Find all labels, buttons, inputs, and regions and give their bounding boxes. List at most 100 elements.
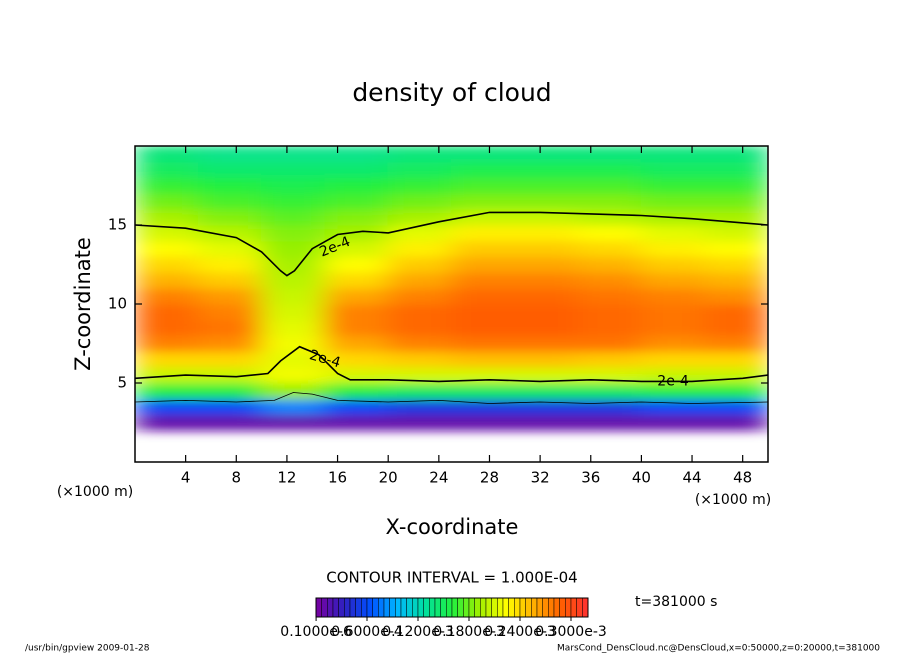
colorbar-band	[429, 597, 436, 618]
field-cell	[514, 319, 579, 337]
x-axis-label: X-coordinate	[386, 515, 519, 539]
field-cell	[197, 303, 263, 321]
field-cell	[387, 208, 452, 226]
field-cell	[704, 382, 768, 400]
field-cell	[387, 192, 452, 210]
field-cell	[324, 414, 389, 431]
field-cell	[261, 192, 326, 210]
field-cell	[451, 335, 516, 352]
field-cell	[135, 366, 199, 384]
x-tick-label: 16	[328, 469, 347, 487]
field-cell	[640, 366, 706, 384]
field-cell	[704, 224, 768, 242]
field-cell	[640, 398, 706, 416]
field-cell	[197, 208, 263, 226]
field-cell	[261, 146, 326, 163]
field-cell	[514, 240, 579, 258]
field-cell	[324, 146, 389, 163]
field-cell	[704, 240, 768, 258]
contours	[135, 211, 768, 404]
field-cell	[387, 303, 452, 321]
field-cell	[640, 240, 706, 258]
x-tick-label: 40	[632, 469, 651, 487]
y-axis-label: Z-coordinate	[71, 237, 95, 371]
field-cell	[514, 287, 579, 305]
field-cell	[451, 398, 516, 416]
y-tick-label: 15	[108, 216, 127, 234]
x-tick-label: 4	[181, 469, 191, 487]
field-cell	[640, 382, 706, 400]
colorbar-frame	[315, 597, 589, 618]
x-tick-label: 32	[531, 469, 550, 487]
colorbar-tick-label: 0.2400e-3	[484, 624, 556, 640]
field-cell	[704, 350, 768, 368]
field-cell	[577, 177, 642, 194]
field-cell	[514, 350, 579, 368]
field-cell	[514, 398, 579, 416]
colorbar-band	[327, 597, 334, 618]
field-cell	[387, 350, 452, 368]
field-cell	[387, 319, 452, 337]
colorbar-band	[542, 597, 549, 618]
field-cell	[197, 319, 263, 337]
field-cell	[514, 256, 579, 273]
field-cell	[261, 319, 326, 337]
field-cell	[514, 177, 579, 194]
field-cell	[324, 382, 389, 400]
contour-label: 2e-4	[657, 373, 689, 389]
field-cell	[197, 256, 263, 273]
colorbar-band	[355, 597, 362, 618]
field-cell	[704, 177, 768, 194]
field-cell	[451, 192, 516, 210]
colorbar-band	[378, 597, 385, 618]
field-cell	[197, 161, 263, 179]
x-tick-label: 28	[480, 469, 499, 487]
field-cell	[387, 161, 452, 179]
field-cell	[324, 208, 389, 226]
field-cell	[261, 161, 326, 179]
field-cell	[261, 414, 326, 431]
colorbar-band	[468, 597, 475, 618]
time-label: t=381000 s	[635, 594, 717, 610]
colorbar-band	[315, 597, 322, 618]
colorbar-band	[570, 597, 577, 618]
field-cell	[324, 350, 389, 368]
field-cell	[514, 192, 579, 210]
colorbar-tick-label: 0.3000e-3	[535, 624, 607, 640]
field-cell	[704, 271, 768, 289]
colorbar: 0.1000e-60.6000e-40.1200e-30.1800e-30.24…	[280, 597, 607, 640]
x-tick-label: 20	[379, 469, 398, 487]
field-cell	[640, 146, 706, 163]
field-cell	[704, 366, 768, 384]
field-cell	[640, 303, 706, 321]
field-cell	[135, 192, 199, 210]
field-cell	[135, 256, 199, 273]
field-cell	[135, 177, 199, 194]
field-cell	[387, 177, 452, 194]
field-cell	[514, 335, 579, 352]
field-cell	[261, 271, 326, 289]
contour-interval: CONTOUR INTERVAL = 1.000E-04	[326, 569, 577, 587]
field-cell	[451, 256, 516, 273]
colorbar-band	[395, 597, 402, 618]
field-cell	[197, 382, 263, 400]
colorbar-band	[417, 597, 424, 618]
field-cell	[704, 256, 768, 273]
field-cell	[324, 240, 389, 258]
field-cell	[704, 398, 768, 416]
field-cell	[640, 177, 706, 194]
field-cell	[387, 224, 452, 242]
field-cell	[135, 335, 199, 352]
field-cell	[577, 382, 642, 400]
field-cell	[197, 414, 263, 431]
colorbar-band	[349, 597, 356, 618]
field-cell	[577, 146, 642, 163]
field-cell	[577, 271, 642, 289]
y-unit: (×1000 m)	[57, 484, 133, 500]
field-cell	[387, 398, 452, 416]
contour-line	[135, 211, 768, 277]
field-cell	[261, 287, 326, 305]
field-cell	[451, 271, 516, 289]
field-cell	[197, 224, 263, 242]
